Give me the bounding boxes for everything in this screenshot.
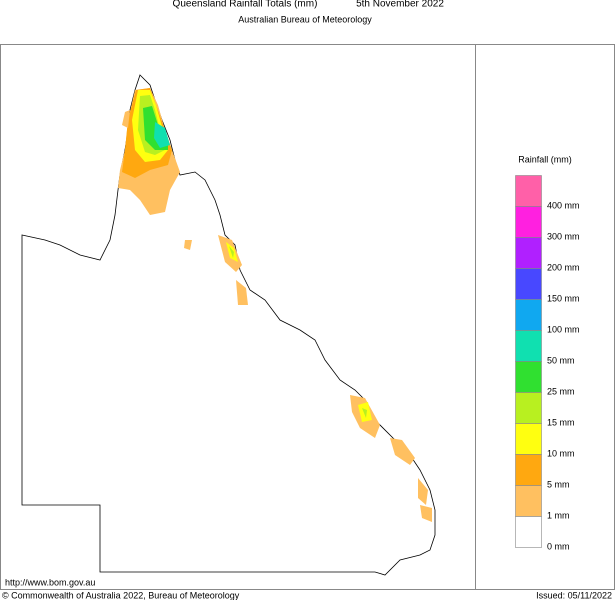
map — [21, 74, 436, 576]
legend-swatch — [515, 330, 542, 362]
date: 5th November 2022 — [356, 0, 444, 10]
legend: Rainfall (mm) 400 mm 300 mm 200 mm 150 mm 10… — [515, 154, 580, 551]
legend-swatch — [515, 299, 542, 331]
legend-swatch — [515, 206, 542, 238]
legend-swatch — [515, 516, 542, 548]
legend-label: 15 mm — [547, 417, 575, 427]
title: Queensland Rainfall Totals (mm) — [173, 0, 318, 10]
legend-label: 50 mm — [547, 355, 575, 365]
url: http://www.bom.gov.au — [5, 577, 95, 587]
rain-area — [418, 478, 428, 505]
legend-label: 100 mm — [547, 324, 580, 334]
subtitle: Australian Bureau of Meteorology — [238, 14, 372, 24]
legend-label: 0 mm — [547, 541, 570, 551]
legend-label: 5 mm — [547, 479, 570, 489]
legend-label: 10 mm — [547, 448, 575, 458]
legend-swatch — [515, 423, 542, 455]
rain-area — [362, 408, 367, 418]
legend-title: Rainfall (mm) — [518, 154, 572, 164]
issued: Issued: 05/11/2022 — [536, 590, 612, 600]
legend-swatch — [515, 268, 542, 300]
state-outline — [21, 74, 436, 576]
legend-swatch — [515, 454, 542, 486]
rain-area — [184, 240, 192, 250]
rain-area — [122, 110, 130, 128]
legend-swatch — [515, 361, 542, 393]
rain-area — [154, 122, 170, 148]
legend-swatch — [515, 485, 542, 517]
legend-swatch — [515, 175, 542, 207]
legend-label: 400 mm — [547, 200, 580, 210]
copyright: © Commonwealth of Australia 2022, Bureau… — [2, 590, 240, 600]
legend-swatch — [515, 392, 542, 424]
legend-label: 25 mm — [547, 386, 575, 396]
legend-label: 300 mm — [547, 231, 580, 241]
legend-swatch — [515, 237, 542, 269]
legend-label: 1 mm — [547, 510, 570, 520]
rain-area — [236, 280, 248, 305]
rain-area — [420, 505, 432, 522]
rain-area — [390, 438, 415, 465]
rain-area — [229, 246, 234, 258]
legend-label: 150 mm — [547, 293, 580, 303]
legend-label: 200 mm — [547, 262, 580, 272]
